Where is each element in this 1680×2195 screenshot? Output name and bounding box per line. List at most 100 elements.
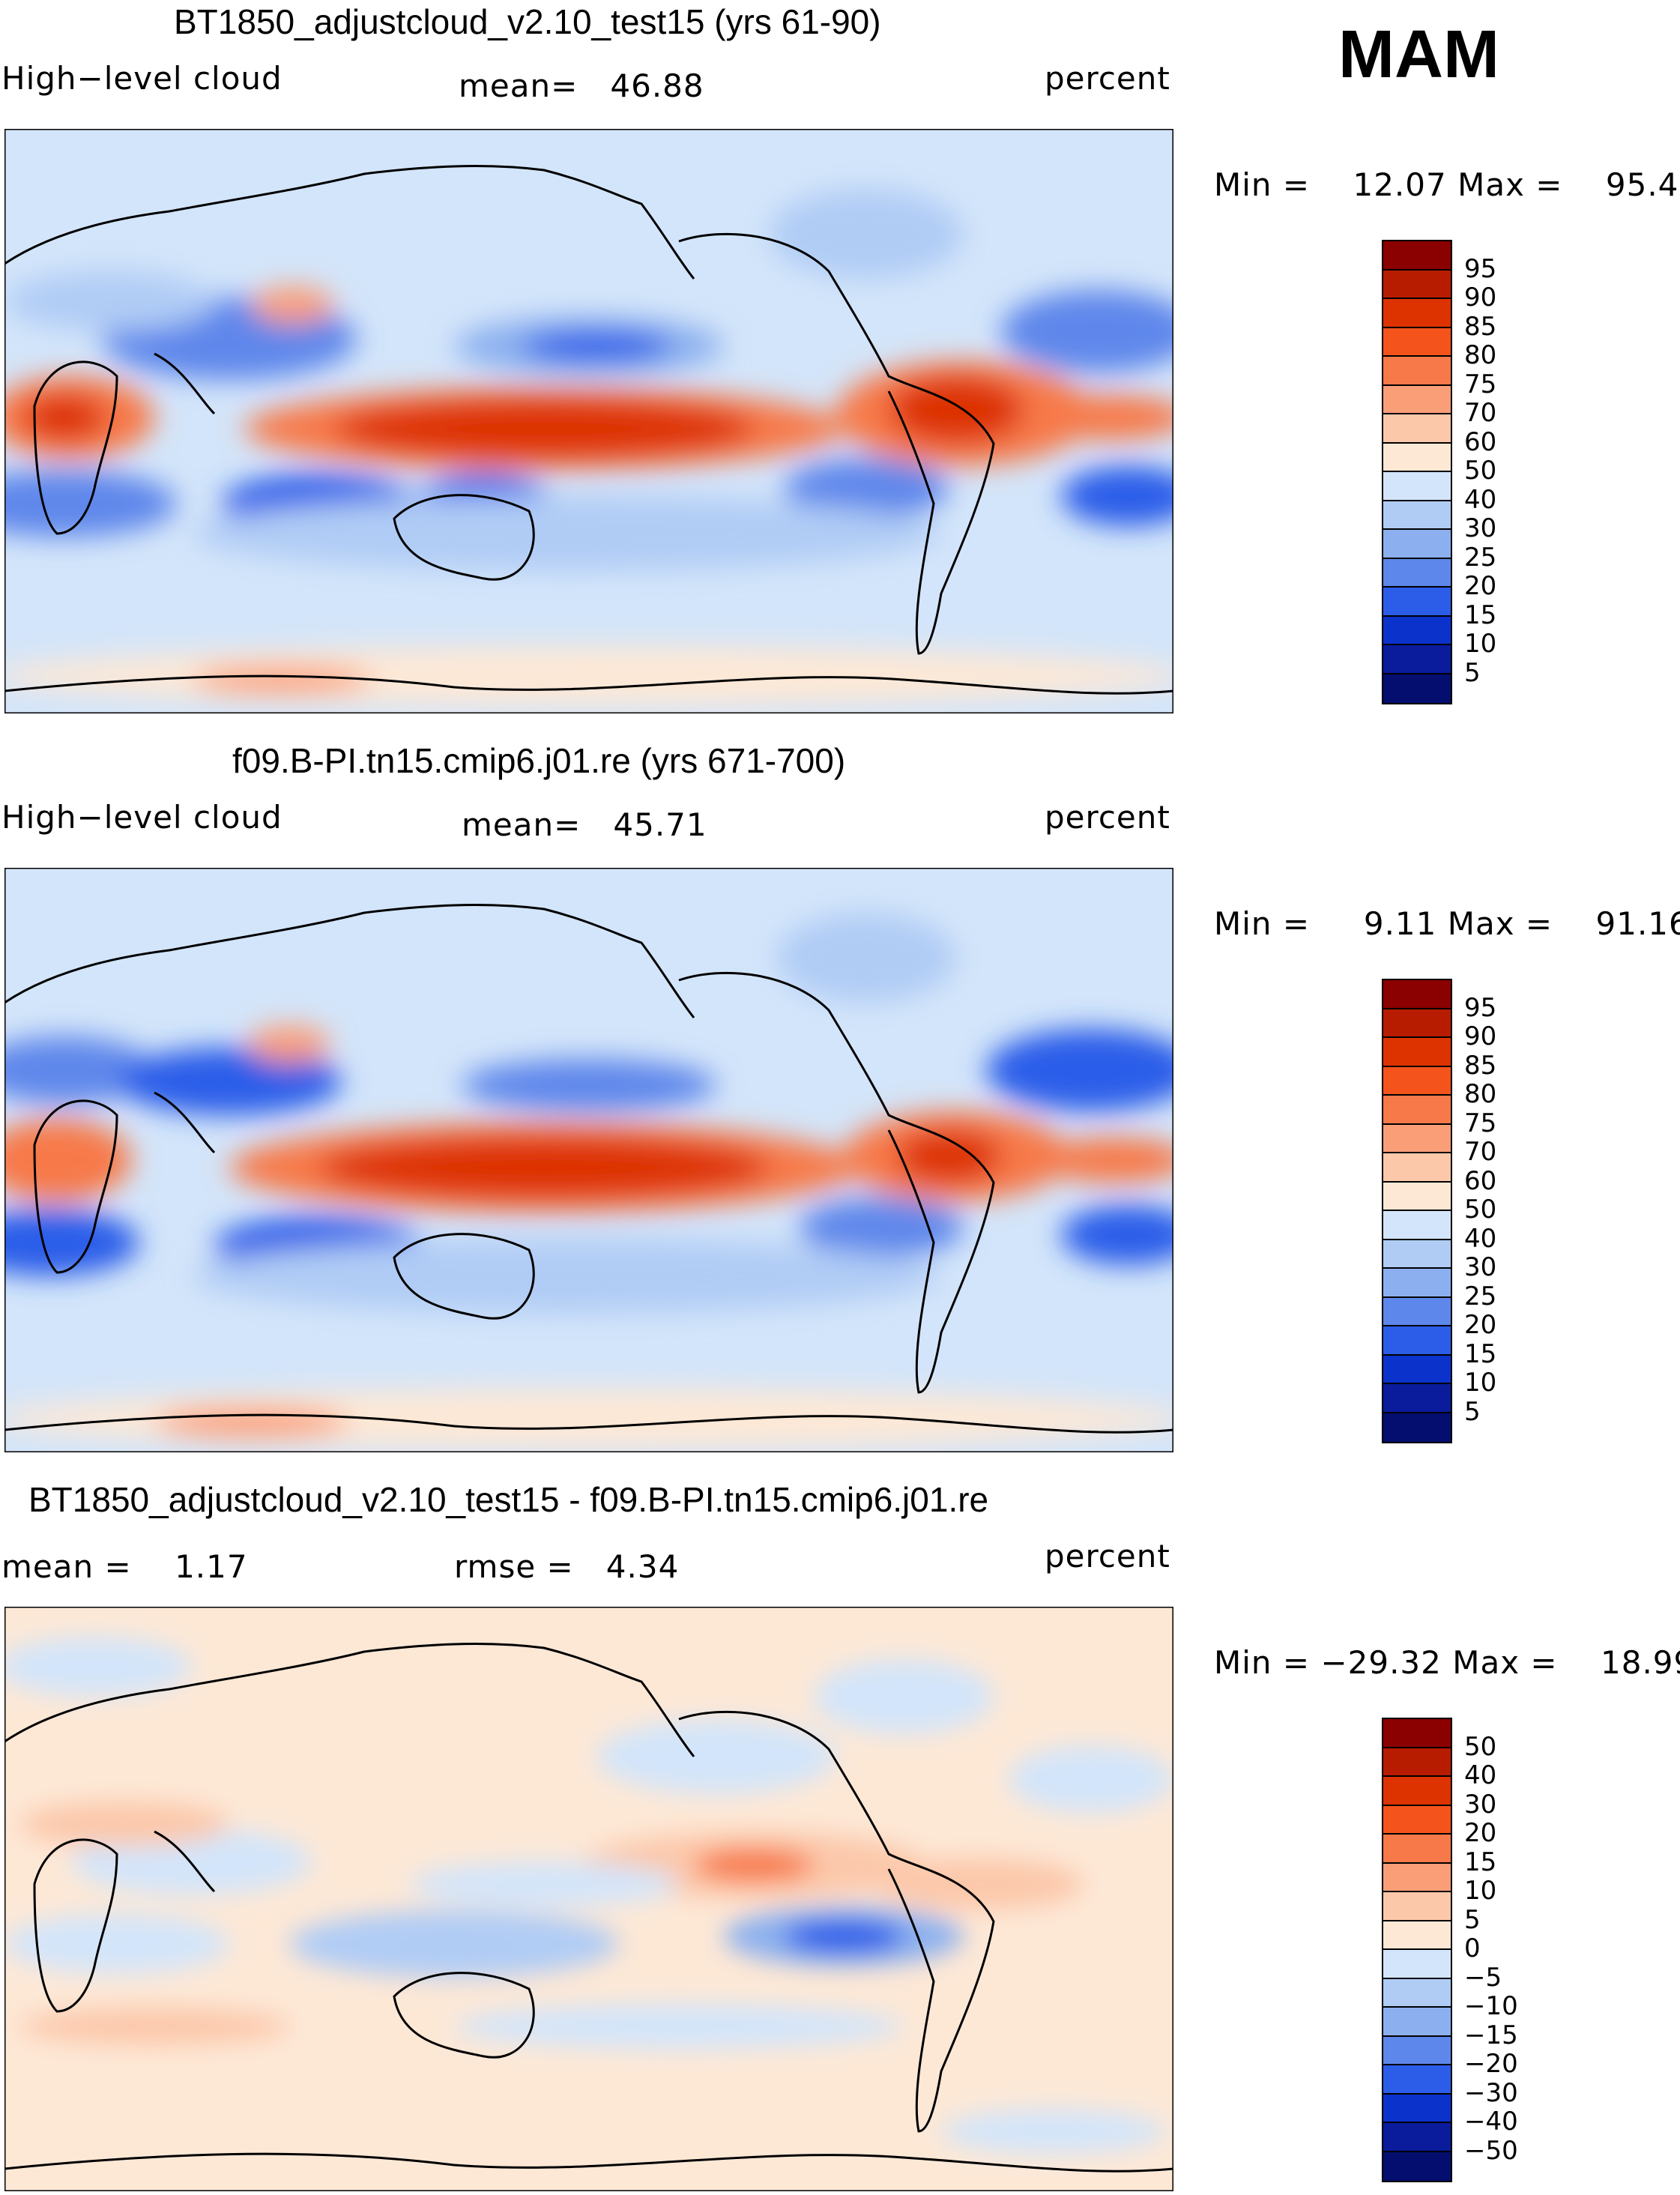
panel-1-variable-label: High−level cloud [1, 60, 282, 97]
panel-1-unit: percent [1045, 60, 1170, 97]
colorbar-segment [1383, 443, 1451, 472]
colorbar-tick-label: 0 [1464, 1933, 1481, 1963]
panel-1-min-value: 12.07 [1353, 166, 1447, 203]
panel-2-max-label: Max = [1447, 905, 1553, 942]
colorbar-tick-label: 60 [1464, 1165, 1497, 1196]
colorbar-segment [1383, 1096, 1451, 1125]
panel-3-minmax: Min = −29.32 Max = 18.99 [1214, 1644, 1680, 1681]
colorbar-segment [1383, 327, 1451, 357]
colorbar-segment [1383, 472, 1451, 501]
colorbar-tick-label: 50 [1464, 1731, 1497, 1762]
colorbar-tick-label: −40 [1464, 2107, 1518, 2137]
colorbar-tick-label: −20 [1464, 2049, 1518, 2079]
colorbar-tick-label: 60 [1464, 426, 1497, 457]
panel-3-rmse: rmse = 4.34 [454, 1548, 679, 1585]
colorbar-tick-label: 90 [1464, 283, 1497, 313]
colorbar-segment [1383, 1921, 1451, 1950]
panel-3-title: BT1850_adjustcloud_v2.10_test15 - f09.B-… [28, 1480, 989, 1519]
colorbar-segment [1383, 270, 1451, 299]
colorbar-tick-label: 5 [1464, 1396, 1481, 1427]
colorbar-tick-label: −5 [1464, 1962, 1502, 1993]
colorbar-segment [1383, 1384, 1451, 1413]
colorbar-tick-label: 30 [1464, 1789, 1497, 1820]
colorbar-tick-label: 30 [1464, 1252, 1497, 1282]
colorbar-tick-label: 85 [1464, 1050, 1497, 1081]
panel-2-min-value: 9.11 [1363, 905, 1437, 942]
colorbar-segment [1383, 357, 1451, 386]
colorbar-segment [1383, 1892, 1451, 1921]
panel-2-title: f09.B-PI.tn15.cmip6.j01.re (yrs 671-700) [232, 741, 846, 780]
panel-3-min-value: −29.32 [1320, 1644, 1442, 1681]
colorbar-segment [1383, 1835, 1451, 1864]
colorbar-segment [1383, 1326, 1451, 1356]
panel-1-map [4, 129, 1173, 713]
panel-2-mean: mean= 45.71 [462, 806, 707, 843]
colorbar-segment [1383, 414, 1451, 444]
colorbar-segment [1383, 1211, 1451, 1240]
panel-3-rmse-value: 4.34 [605, 1548, 680, 1585]
colorbar-segment [1383, 1153, 1451, 1183]
colorbar-segment [1383, 645, 1451, 674]
colorbar-tick-label: 95 [1464, 253, 1497, 284]
colorbar-tick-label: 50 [1464, 456, 1497, 486]
colorbar-tick-label: −50 [1464, 2135, 1518, 2166]
colorbar-tick-label: 10 [1464, 1368, 1497, 1398]
colorbar-tick-label: 40 [1464, 1223, 1497, 1254]
panel-2-mean-value: 45.71 [613, 806, 707, 843]
colorbar-segment [1383, 530, 1451, 559]
panel-1-mean-value: 46.88 [610, 67, 704, 104]
panel-3-mean-value: 1.17 [175, 1548, 248, 1585]
colorbar-tick-label: 75 [1464, 369, 1497, 399]
colorbar-segment [1383, 1297, 1451, 1326]
colorbar-segment [1383, 2065, 1451, 2095]
colorbar-segment [1383, 1777, 1451, 1806]
colorbar-segment [1383, 1355, 1451, 1384]
colorbar-segment [1383, 1863, 1451, 1892]
colorbar-tick-label: 50 [1464, 1195, 1497, 1225]
colorbar-tick-label: 5 [1464, 657, 1481, 688]
colorbar-segment [1383, 980, 1451, 1009]
panel-2-max-value: 91.16 [1595, 905, 1680, 942]
colorbar-tick-label: 25 [1464, 542, 1497, 573]
panel-1-mean-label: mean= [459, 67, 578, 104]
colorbar-tick-label: 75 [1464, 1108, 1497, 1138]
panel-3-rmse-label: rmse = [454, 1548, 574, 1585]
colorbar-segment [1383, 558, 1451, 588]
colorbar-tick-label: 5 [1464, 1904, 1481, 1935]
colorbar-segment [1383, 616, 1451, 645]
panel-2-mean-label: mean= [462, 806, 581, 843]
colorbar-tick-label: 90 [1464, 1021, 1497, 1051]
panel-2-variable-label: High−level cloud [1, 799, 282, 836]
colorbar-segment [1383, 241, 1451, 271]
panel-3-colorbar [1382, 1718, 1452, 2182]
colorbar-tick-label: 40 [1464, 484, 1497, 515]
colorbar-segment [1383, 1009, 1451, 1038]
panel-2-unit: percent [1045, 799, 1170, 836]
season-label: MAM [1338, 17, 1499, 92]
panel-1-mean: mean= 46.88 [459, 67, 704, 104]
colorbar-segment [1383, 299, 1451, 328]
colorbar-segment [1383, 1182, 1451, 1211]
colorbar-tick-label: 70 [1464, 398, 1497, 428]
colorbar-tick-label: −30 [1464, 2077, 1518, 2108]
colorbar-tick-label: 30 [1464, 513, 1497, 543]
colorbar-segment [1383, 1950, 1451, 1979]
colorbar-tick-label: 20 [1464, 571, 1497, 601]
panel-3-mean-label: mean = [1, 1548, 132, 1585]
colorbar-tick-label: 20 [1464, 1310, 1497, 1340]
panel-3-max-value: 18.99 [1601, 1644, 1680, 1681]
colorbar-tick-label: 15 [1464, 1847, 1497, 1877]
panel-1-max-label: Max = [1457, 166, 1563, 203]
colorbar-segment [1383, 2152, 1451, 2181]
colorbar-segment [1383, 2036, 1451, 2065]
colorbar-tick-label: 70 [1464, 1137, 1497, 1167]
panel-3-mean: mean = 1.17 [1, 1548, 248, 1585]
colorbar-segment [1383, 1066, 1451, 1096]
panel-1-max-value: 95.40 [1605, 166, 1680, 203]
colorbar-tick-label: −15 [1464, 2020, 1518, 2050]
colorbar-tick-label: 80 [1464, 340, 1497, 370]
panel-3-unit: percent [1045, 1538, 1170, 1574]
colorbar-tick-label: 95 [1464, 992, 1497, 1023]
colorbar-segment [1383, 588, 1451, 617]
panel-3-min-label: Min = [1214, 1644, 1311, 1681]
